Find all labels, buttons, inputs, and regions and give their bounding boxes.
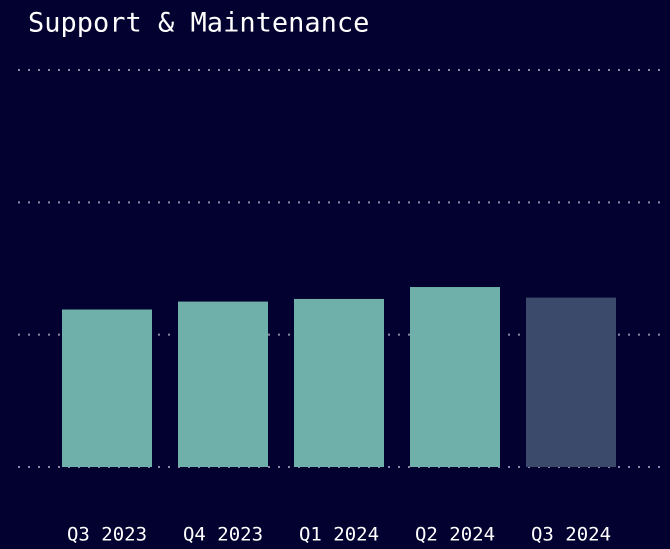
x-tick-label: Q1 2024 — [299, 524, 379, 546]
chart-title: Support & Maintenance — [28, 8, 369, 39]
x-tick-label: Q3 2024 — [531, 524, 611, 546]
x-tick-label: Q3 2023 — [67, 524, 147, 546]
bar — [294, 298, 384, 467]
bar — [526, 297, 616, 467]
bar — [178, 301, 268, 467]
x-tick-label: Q4 2023 — [183, 524, 263, 546]
bar — [62, 309, 152, 467]
bar — [410, 287, 500, 467]
x-tick-label: Q2 2024 — [415, 524, 495, 546]
